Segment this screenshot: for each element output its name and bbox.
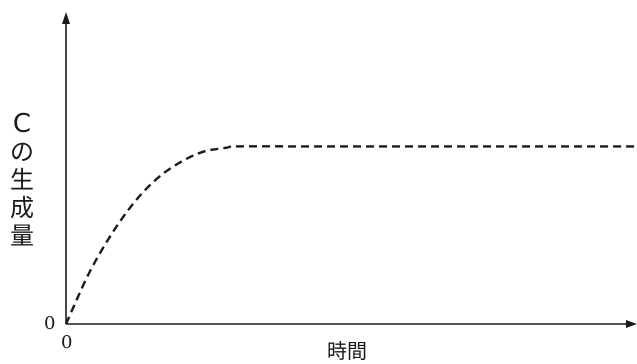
y-axis-arrowhead: [62, 12, 70, 24]
y-axis-label-char: 生: [10, 166, 34, 194]
series-line-0: [64, 145, 637, 325]
x-axis-arrowhead: [626, 320, 637, 328]
y-axis-label: C の 生 成 量: [8, 110, 36, 250]
y-axis-label-char: の: [10, 138, 34, 166]
x-tick-label: 0: [61, 332, 73, 353]
y-tick-label: 0: [44, 313, 56, 334]
y-axis-label-char: 成: [10, 194, 34, 222]
y-axis-label-char: 量: [10, 222, 34, 250]
x-axis-label: 時間: [327, 339, 367, 363]
series-layer: [64, 145, 637, 325]
y-axis-label-char: C: [12, 109, 32, 139]
